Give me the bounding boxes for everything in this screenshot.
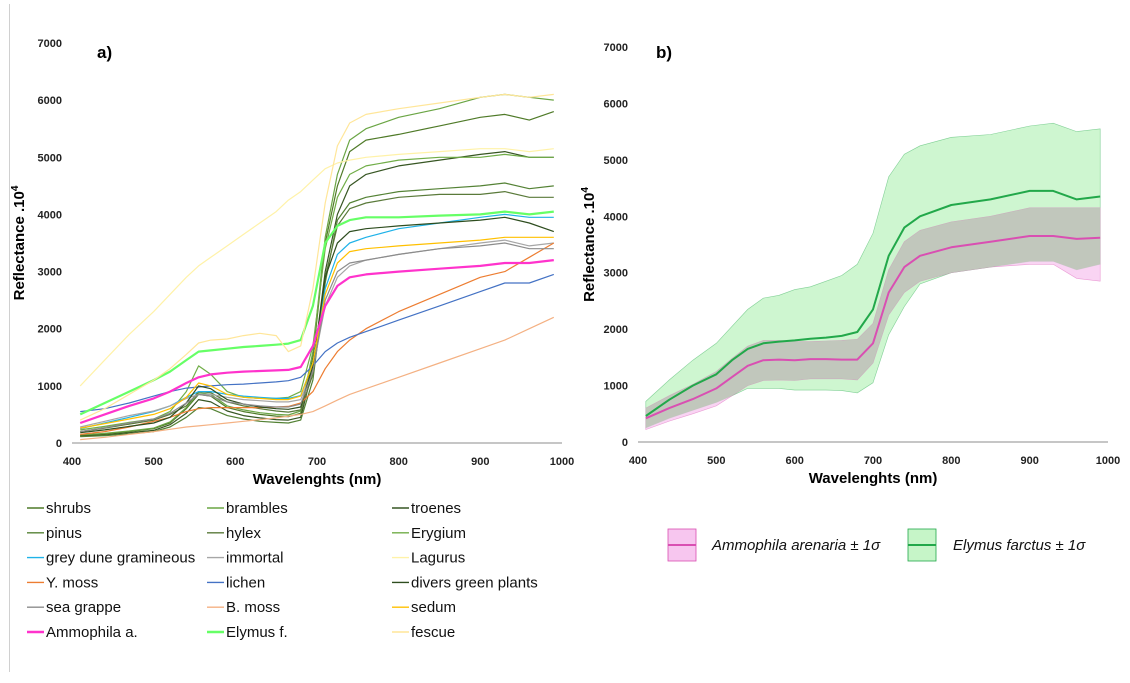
mean-line — [645, 235, 1101, 420]
panel-a-label: a) — [97, 43, 112, 62]
legend-entry-label: lichen — [226, 574, 265, 591]
legend-entry-label: brambles — [226, 500, 288, 517]
x-tick-label: 800 — [942, 455, 960, 467]
legend-entry-label: hylex — [226, 525, 262, 542]
y-tick-label: 1000 — [604, 381, 628, 393]
legend-entry-label: immortal — [226, 550, 284, 567]
y-tick-label: 5000 — [604, 155, 628, 167]
legend-entry-label: fescue — [411, 624, 455, 641]
x-axis-title: Wavelenghts (nm) — [253, 471, 382, 488]
x-tick-label: 1000 — [1096, 455, 1120, 467]
x-axis-title: Wavelenghts (nm) — [809, 470, 938, 487]
legend-entry-label: Elymus farctus ± 1σ — [953, 537, 1086, 554]
legend-entry-label: divers green plants — [411, 574, 538, 591]
y-tick-label: 1000 — [38, 381, 62, 393]
y-axis-title: Reflectance .104 — [10, 185, 28, 300]
y-axis-title-superscript: 4 — [580, 187, 591, 193]
y-tick-label: 6000 — [604, 98, 628, 110]
y-tick-label: 3000 — [38, 267, 62, 279]
y-tick-label: 2000 — [38, 324, 62, 336]
y-axis-title-superscript: 4 — [10, 185, 21, 191]
legend-entry-label: Y. moss — [46, 574, 98, 591]
panel-b-chart: b) 400 500 600 700 800 900 1000 0 1000 2000 3000 400… — [580, 42, 1120, 562]
legend-entry-label: grey dune gramineous — [46, 550, 195, 567]
x-tick-label: 700 — [864, 455, 882, 467]
legend-entry-label: Erygium — [411, 525, 466, 542]
x-tick-label: 900 — [471, 456, 489, 468]
series-line — [80, 111, 554, 437]
series-line — [79, 148, 554, 387]
mean-line — [645, 189, 1101, 417]
y-tick-label: 0 — [56, 438, 62, 450]
y-tick-label: 4000 — [604, 211, 628, 223]
series-line — [80, 191, 554, 433]
y-tick-label: 6000 — [38, 95, 62, 107]
y-axis-title: Reflectance .104 — [580, 187, 598, 302]
series-line — [80, 151, 554, 437]
y-tick-label: 3000 — [604, 268, 628, 280]
legend-entry-label: Elymus f. — [226, 624, 288, 641]
legend-entry-label: sedum — [411, 599, 456, 616]
series-line — [79, 210, 554, 416]
legend-entry-label: Ammophila a. — [46, 624, 138, 641]
band-overlap — [645, 207, 1101, 428]
panel-b-label: b) — [656, 43, 672, 62]
y-tick-label: 2000 — [604, 324, 628, 336]
legend-entry-label: troenes — [411, 500, 461, 517]
y-tick-label: 4000 — [38, 209, 62, 221]
legend-entry-label: sea grappe — [46, 599, 121, 616]
series-line — [80, 236, 554, 429]
x-tick-label: 500 — [144, 456, 162, 468]
y-tick-label: 5000 — [38, 152, 62, 164]
series-line — [80, 242, 554, 433]
x-tick-label: 600 — [785, 455, 803, 467]
legend-entry-label: Ammophila arenaria ± 1σ — [711, 537, 881, 554]
legend-entry-label: B. moss — [226, 599, 280, 616]
series-line — [80, 316, 555, 441]
series-line — [79, 259, 554, 425]
x-tick-label: 400 — [63, 456, 81, 468]
series-line — [80, 153, 554, 431]
x-tick-label: 1000 — [550, 456, 574, 468]
x-tick-label: 800 — [389, 456, 407, 468]
legend-entry-label: pinus — [46, 525, 82, 542]
y-tick-label: 7000 — [604, 42, 628, 54]
y-tick-label: 0 — [622, 437, 628, 449]
series-line — [79, 93, 554, 421]
series-line — [80, 216, 554, 434]
x-tick-label: 700 — [308, 456, 326, 468]
y-tick-label: 7000 — [38, 38, 62, 50]
figure-border — [9, 4, 10, 672]
x-tick-label: 500 — [707, 455, 725, 467]
series-line — [80, 93, 554, 436]
panel-a-chart: a) 400 500 600 700 800 900 1000 0 1000 2000 3000 400… — [10, 38, 574, 641]
series-line — [80, 182, 554, 438]
x-tick-label: 900 — [1020, 455, 1038, 467]
legend-entry-label: Lagurus — [411, 550, 465, 567]
legend-entry-label: shrubs — [46, 500, 91, 517]
x-tick-label: 400 — [629, 455, 647, 467]
x-tick-label: 600 — [226, 456, 244, 468]
